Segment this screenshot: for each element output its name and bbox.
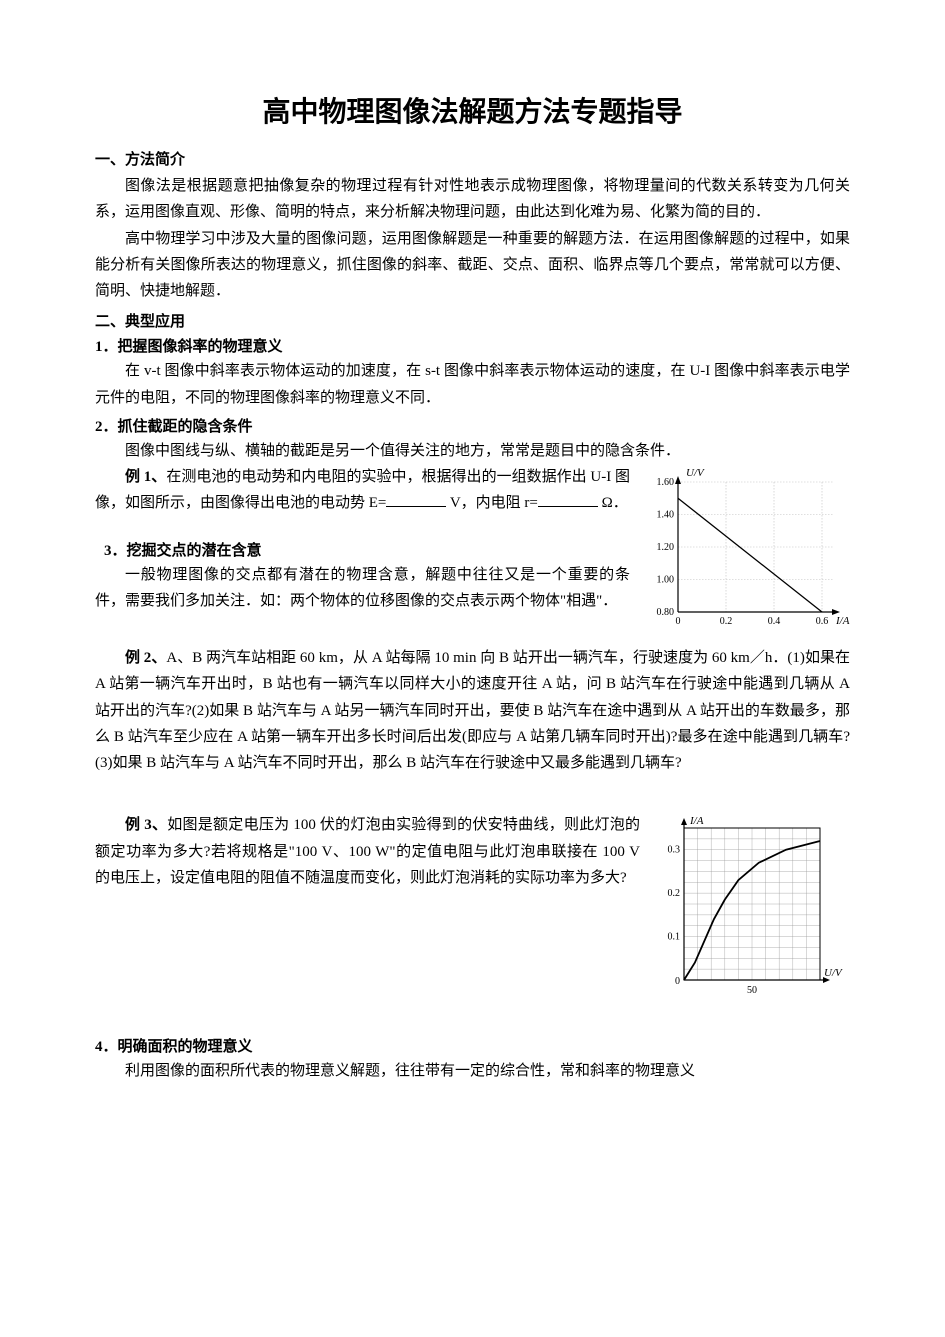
svg-text:0: 0 (676, 616, 681, 627)
example-2-label: 例 2、 (125, 650, 166, 666)
svg-text:0.6: 0.6 (816, 616, 829, 627)
chart-2-svg: 0 0.1 0.2 0.3 50 I/A U/V (650, 812, 850, 1002)
section-1-heading: 一、方法简介 (95, 148, 850, 169)
example-2: 例 2、A、B 两汽车站相距 60 km，从 A 站每隔 10 min 向 B … (95, 645, 850, 776)
subsection-4-heading: 4．明确面积的物理意义 (95, 1035, 850, 1056)
svg-text:0.4: 0.4 (768, 616, 781, 627)
svg-text:U/V: U/V (824, 967, 843, 979)
subsection-2-heading: 2．抓住截距的隐含条件 (95, 415, 850, 436)
section-1-para-2: 高中物理学习中涉及大量的图像问题，运用图像解题是一种重要的解题方法．在运用图像解… (95, 226, 850, 305)
subsection-1-heading: 1．把握图像斜率的物理意义 (95, 335, 850, 356)
chart-1-svg: 0.80 1.00 1.20 1.40 1.60 0 0.2 0.4 0.6 U/V I/A (640, 464, 850, 634)
svg-text:U/V: U/V (686, 467, 705, 479)
subsection-4-para: 利用图像的面积所代表的物理意义解题，往往带有一定的综合性，常和斜率的物理意义 (95, 1058, 850, 1084)
svg-text:0.2: 0.2 (668, 888, 681, 899)
blank-emf (386, 492, 446, 507)
svg-text:1.60: 1.60 (657, 477, 675, 488)
svg-text:1.40: 1.40 (657, 510, 675, 521)
chart-1-ui: 0.80 1.00 1.20 1.40 1.60 0 0.2 0.4 0.6 U/V I/A (640, 464, 850, 639)
subsection-1-para: 在 v-t 图像中斜率表示物体运动的加速度，在 s-t 图像中斜率表示物体运动的… (95, 358, 850, 411)
svg-text:0.2: 0.2 (720, 616, 733, 627)
svg-text:0.80: 0.80 (657, 607, 675, 618)
svg-text:0.1: 0.1 (668, 932, 681, 943)
svg-text:1.00: 1.00 (657, 575, 675, 586)
chart-2-iv: 0 0.1 0.2 0.3 50 I/A U/V (650, 812, 850, 1007)
page-title: 高中物理图像法解题方法专题指导 (95, 90, 850, 130)
blank-resistance (538, 492, 598, 507)
section-1-para-1: 图像法是根据题意把抽像复杂的物理过程有针对性地表示成物理图像，将物理量间的代数关… (95, 173, 850, 226)
example-1-unit-2: Ω． (598, 495, 628, 511)
example-1-label: 例 1、 (125, 469, 166, 485)
svg-text:I/A: I/A (689, 815, 704, 827)
example-3-text: 如图是额定电压为 100 伏的灯泡由实验得到的伏安特曲线，则此灯泡的额定功率为多… (95, 817, 640, 886)
example-2-text: A、B 两汽车站相距 60 km，从 A 站每隔 10 min 向 B 站开出一… (95, 650, 850, 771)
svg-text:0.3: 0.3 (668, 845, 681, 856)
example-3-label: 例 3、 (125, 817, 167, 833)
section-2-heading: 二、典型应用 (95, 310, 850, 331)
example-1-unit-1: V，内电阻 r= (446, 495, 538, 511)
svg-text:0: 0 (675, 976, 680, 987)
svg-text:50: 50 (747, 985, 757, 996)
svg-text:1.20: 1.20 (657, 542, 675, 553)
subsection-2-para: 图像中图线与纵、横轴的截距是另一个值得关注的地方，常常是题目中的隐含条件． (95, 438, 850, 464)
svg-text:I/A: I/A (835, 615, 850, 627)
